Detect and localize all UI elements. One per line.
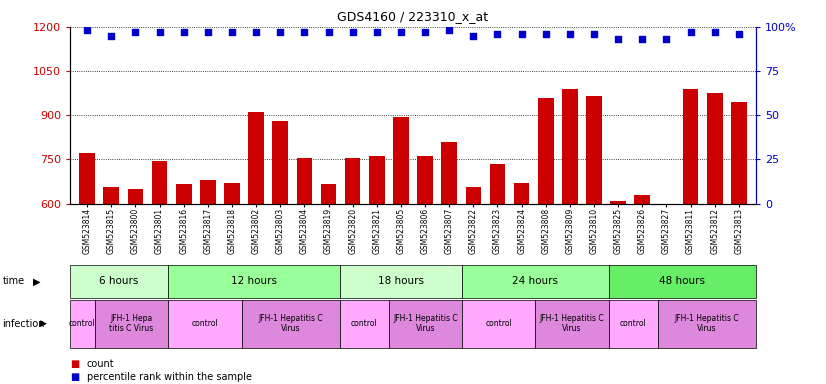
Bar [462, 265, 609, 298]
Bar [731, 102, 747, 380]
Point [443, 27, 456, 33]
Bar [610, 200, 626, 380]
Bar [169, 300, 242, 348]
Point [105, 33, 118, 39]
Bar [388, 300, 462, 348]
Point [202, 29, 215, 35]
Text: JFH-1 Hepatitis C
Virus: JFH-1 Hepatitis C Virus [393, 314, 458, 333]
Bar [535, 300, 609, 348]
Text: 6 hours: 6 hours [99, 276, 139, 286]
Point [419, 29, 432, 35]
Point [636, 36, 649, 42]
Point [467, 33, 480, 39]
Point [708, 29, 721, 35]
Bar [417, 156, 433, 380]
Point [129, 29, 142, 35]
Text: JFH-1 Hepa
titis C Virus: JFH-1 Hepa titis C Virus [109, 314, 154, 333]
Point [225, 29, 239, 35]
Text: time: time [2, 276, 25, 286]
Point [177, 29, 190, 35]
Bar [297, 158, 312, 380]
Bar [462, 300, 535, 348]
Point [587, 31, 601, 37]
Bar [609, 265, 756, 298]
Bar [249, 112, 264, 380]
Text: JFH-1 Hepatitis C
Virus: JFH-1 Hepatitis C Virus [259, 314, 323, 333]
Text: ■: ■ [70, 372, 79, 382]
Bar [176, 184, 192, 380]
Bar [152, 161, 168, 380]
Bar [707, 93, 723, 380]
Bar [393, 117, 409, 380]
Point [346, 29, 359, 35]
Bar [441, 142, 457, 380]
Bar [79, 154, 95, 380]
Text: 18 hours: 18 hours [377, 276, 424, 286]
Bar [103, 187, 119, 380]
Point [539, 31, 553, 37]
Text: JFH-1 Hepatitis C
Virus: JFH-1 Hepatitis C Virus [540, 314, 605, 333]
Bar [224, 183, 240, 380]
Bar [490, 164, 506, 380]
Text: control: control [620, 319, 647, 328]
Bar [169, 265, 339, 298]
Bar [95, 300, 169, 348]
Text: ▶: ▶ [33, 276, 40, 286]
Bar [200, 180, 216, 380]
Bar [466, 187, 482, 380]
Bar [344, 158, 360, 380]
Point [733, 31, 746, 37]
Text: percentile rank within the sample: percentile rank within the sample [87, 372, 252, 382]
Bar [70, 300, 95, 348]
Text: control: control [192, 319, 218, 328]
Point [297, 29, 311, 35]
Bar [609, 300, 657, 348]
Bar [339, 300, 388, 348]
Text: GDS4160 / 223310_x_at: GDS4160 / 223310_x_at [338, 10, 488, 23]
Bar [320, 184, 336, 380]
Point [394, 29, 407, 35]
Text: control: control [351, 319, 377, 328]
Bar [127, 189, 143, 380]
Point [515, 31, 529, 37]
Point [370, 29, 383, 35]
Bar [683, 89, 699, 380]
Point [563, 31, 577, 37]
Text: 12 hours: 12 hours [230, 276, 277, 286]
Point [273, 29, 287, 35]
Point [153, 29, 166, 35]
Text: JFH-1 Hepatitis C
Virus: JFH-1 Hepatitis C Virus [675, 314, 739, 333]
Point [322, 29, 335, 35]
Text: control: control [69, 319, 96, 328]
Bar [273, 121, 288, 380]
Bar [514, 183, 529, 380]
Bar [538, 98, 553, 380]
Bar [70, 265, 169, 298]
Text: infection: infection [2, 318, 45, 329]
Bar [562, 89, 577, 380]
Text: count: count [87, 359, 114, 369]
Text: ▶: ▶ [40, 319, 46, 328]
Bar [657, 300, 756, 348]
Bar [241, 300, 339, 348]
Text: ■: ■ [70, 359, 79, 369]
Bar [586, 96, 602, 380]
Text: control: control [486, 319, 512, 328]
Bar [369, 156, 385, 380]
Text: 24 hours: 24 hours [512, 276, 558, 286]
Point [491, 31, 504, 37]
Point [80, 27, 93, 33]
Bar [658, 204, 674, 380]
Bar [634, 195, 650, 380]
Point [684, 29, 697, 35]
Point [249, 29, 263, 35]
Point [611, 36, 624, 42]
Text: 48 hours: 48 hours [659, 276, 705, 286]
Bar [339, 265, 462, 298]
Point [660, 36, 673, 42]
